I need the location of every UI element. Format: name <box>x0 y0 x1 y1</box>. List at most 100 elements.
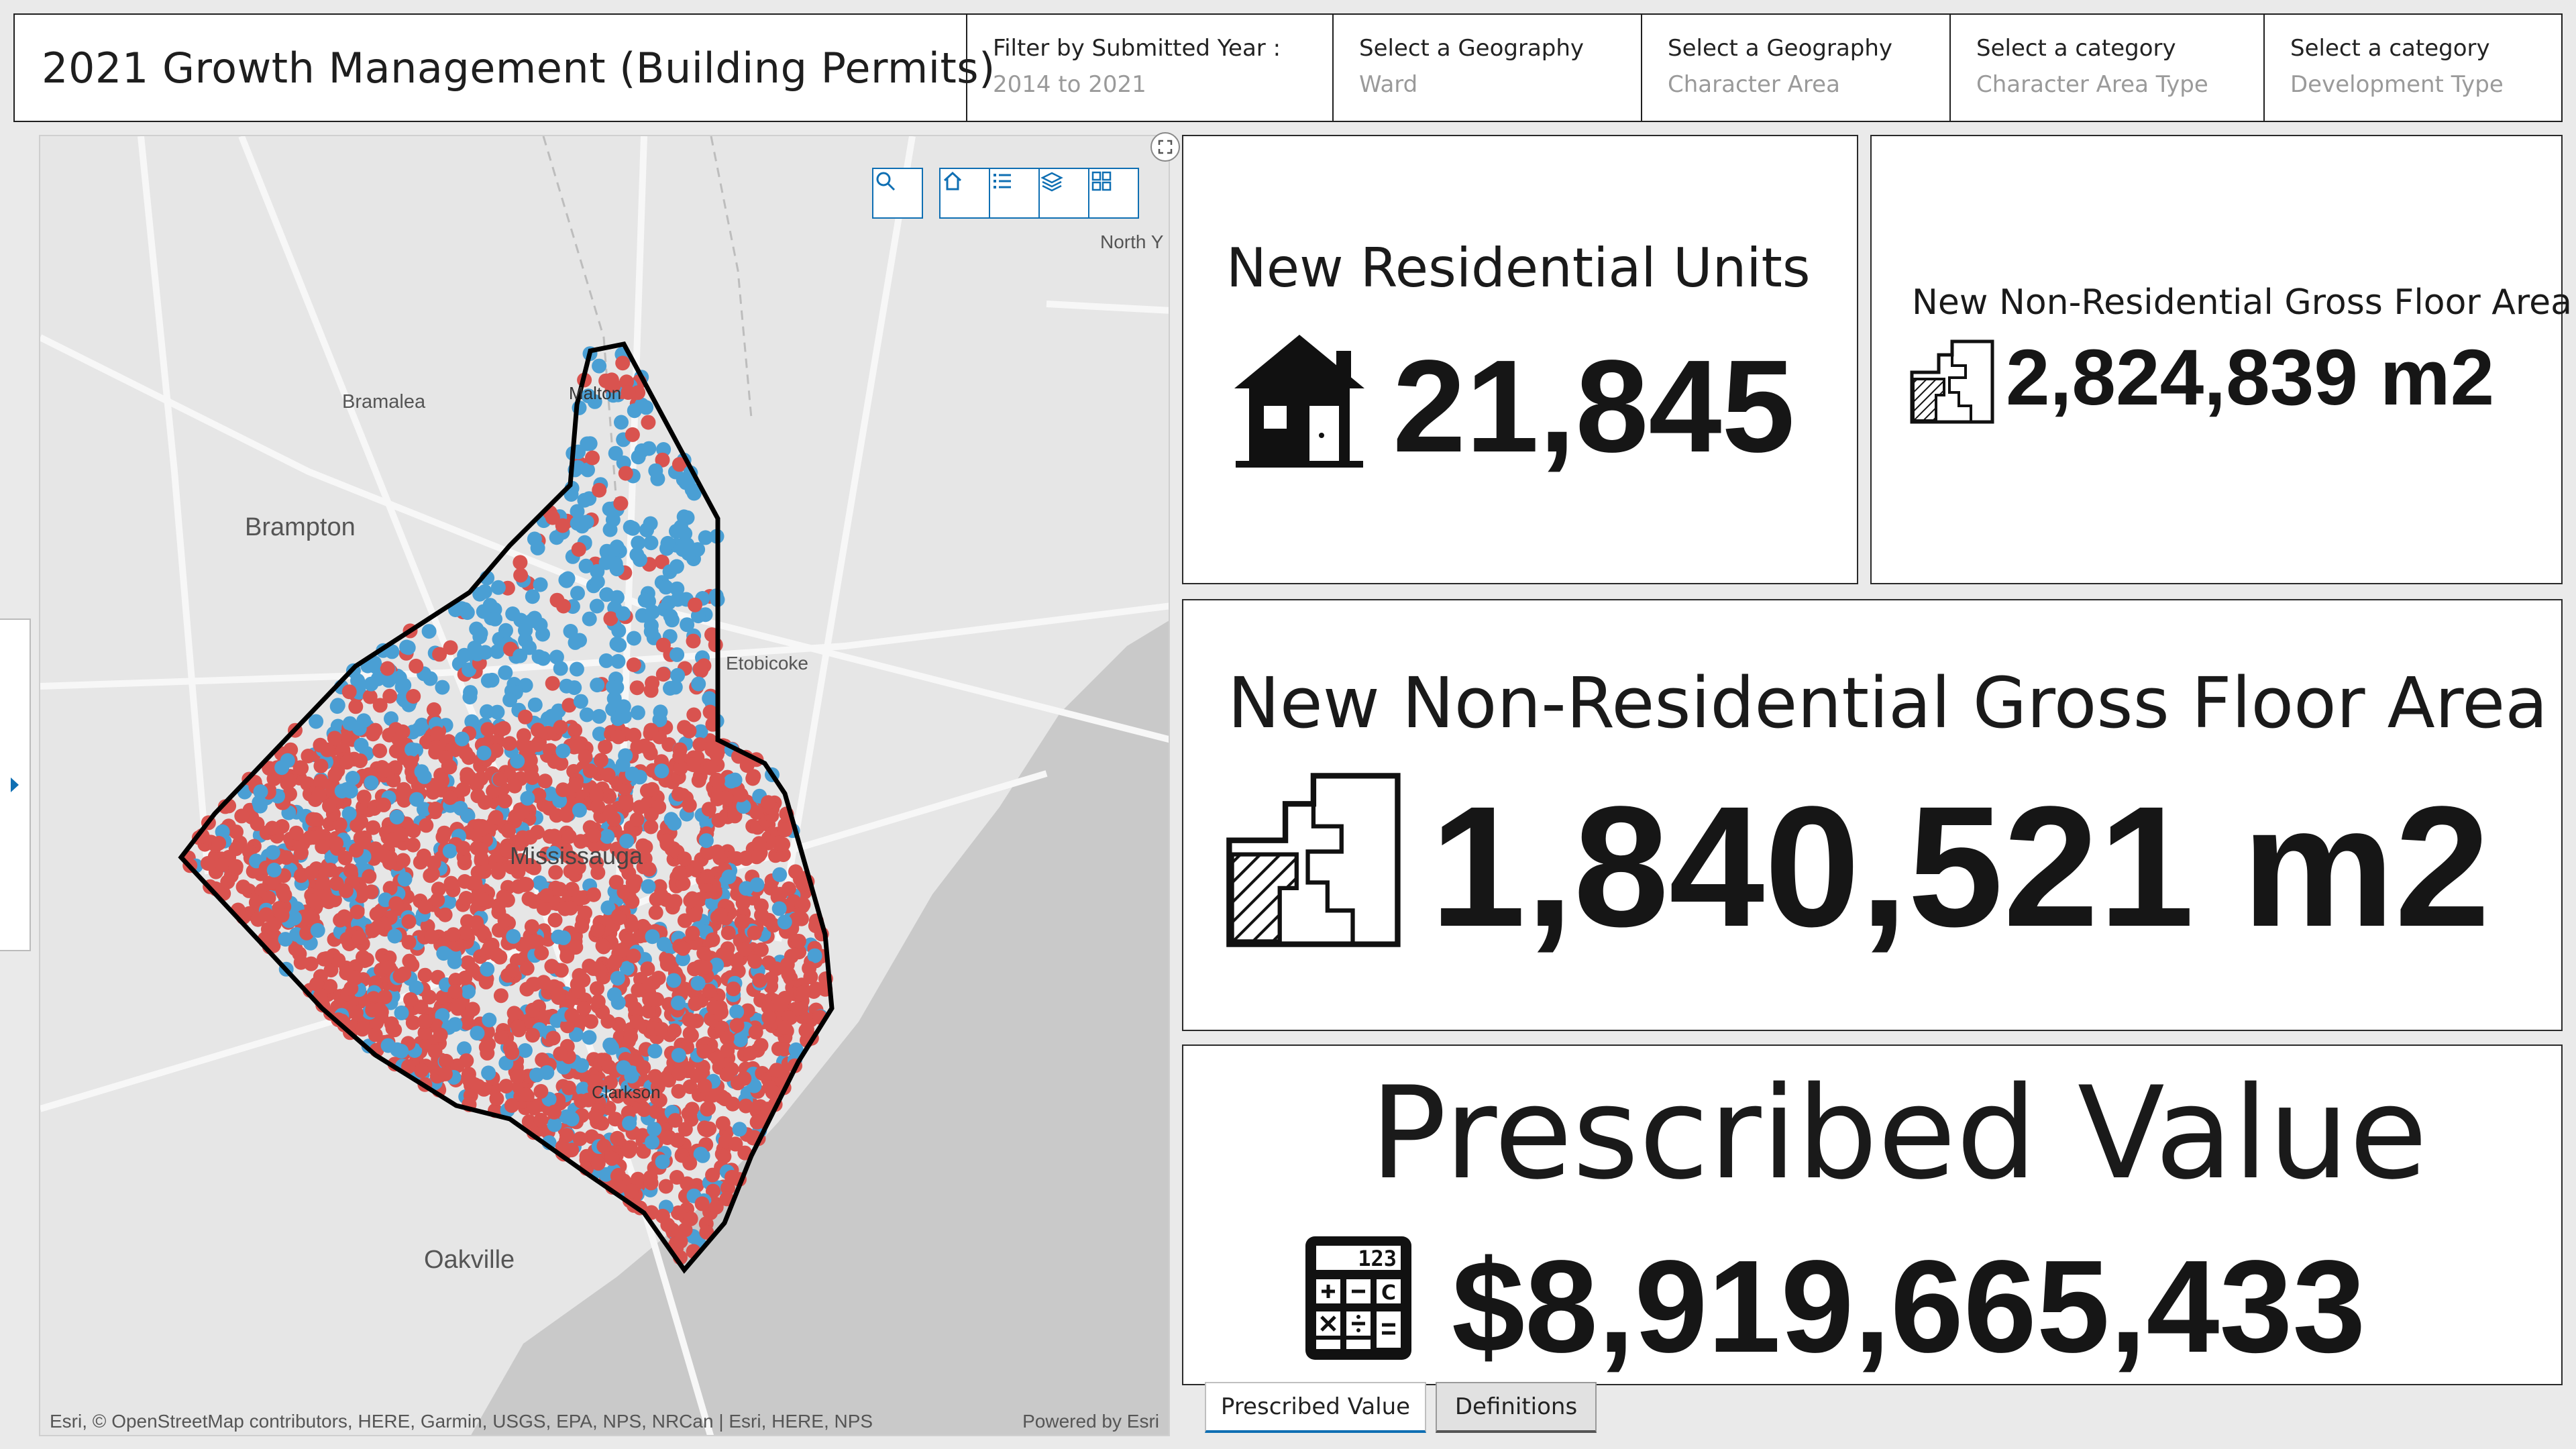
permit-point[interactable] <box>555 518 570 533</box>
permit-point[interactable] <box>402 755 418 771</box>
permit-point[interactable] <box>480 722 496 737</box>
permit-point[interactable] <box>590 922 605 938</box>
permit-point[interactable] <box>681 1106 696 1121</box>
permit-point[interactable] <box>323 979 338 994</box>
permit-point[interactable] <box>761 795 775 810</box>
permit-point[interactable] <box>402 953 417 969</box>
permit-point[interactable] <box>329 836 344 851</box>
permit-point[interactable] <box>686 757 701 773</box>
permit-point[interactable] <box>322 798 337 814</box>
permit-point[interactable] <box>705 932 720 947</box>
permit-point[interactable] <box>700 869 715 884</box>
permit-point[interactable] <box>681 546 696 561</box>
permit-point[interactable] <box>504 1098 519 1113</box>
permit-point[interactable] <box>409 658 424 674</box>
permit-point[interactable] <box>602 804 618 819</box>
permit-point[interactable] <box>457 647 472 663</box>
permit-point[interactable] <box>600 767 616 783</box>
permit-point[interactable] <box>228 859 244 874</box>
permit-point[interactable] <box>378 849 393 864</box>
permit-point[interactable] <box>624 918 639 932</box>
permit-point[interactable] <box>310 923 325 938</box>
permit-point[interactable] <box>453 800 468 816</box>
permit-point[interactable] <box>649 1104 664 1119</box>
permit-point[interactable] <box>611 1179 627 1194</box>
permit-point[interactable] <box>481 1065 496 1081</box>
permit-point[interactable] <box>389 810 405 824</box>
permit-point[interactable] <box>604 1040 619 1055</box>
permit-point[interactable] <box>460 1015 475 1030</box>
permit-point[interactable] <box>531 649 547 664</box>
permit-point[interactable] <box>282 773 297 788</box>
permit-point[interactable] <box>615 356 631 371</box>
permit-point[interactable] <box>426 855 441 871</box>
permit-point[interactable] <box>459 1053 474 1069</box>
permit-point[interactable] <box>630 705 645 720</box>
permit-point[interactable] <box>645 676 660 691</box>
permit-point[interactable] <box>401 914 417 929</box>
permit-point[interactable] <box>724 1169 739 1185</box>
permit-point[interactable] <box>253 784 268 800</box>
permit-point[interactable] <box>645 782 660 797</box>
permit-point[interactable] <box>671 1048 686 1063</box>
permit-point[interactable] <box>547 1117 562 1132</box>
permit-point[interactable] <box>661 1073 676 1088</box>
permit-point[interactable] <box>621 1105 636 1120</box>
permit-point[interactable] <box>602 522 618 537</box>
permit-point[interactable] <box>392 968 408 983</box>
permit-point[interactable] <box>309 976 325 991</box>
permit-point[interactable] <box>568 722 583 738</box>
permit-point[interactable] <box>278 932 293 947</box>
permit-point[interactable] <box>354 888 369 904</box>
permit-point[interactable] <box>688 597 702 612</box>
permit-point[interactable] <box>584 1014 598 1029</box>
permit-point[interactable] <box>701 802 716 817</box>
permit-point[interactable] <box>700 1102 715 1117</box>
permit-point[interactable] <box>609 680 625 695</box>
permit-point[interactable] <box>667 816 682 831</box>
permit-point[interactable] <box>559 808 574 823</box>
permit-point[interactable] <box>598 653 614 668</box>
permit-point[interactable] <box>346 970 362 985</box>
permit-point[interactable] <box>478 974 494 989</box>
permit-point[interactable] <box>428 745 443 760</box>
permit-point[interactable] <box>592 727 607 741</box>
permit-point[interactable] <box>356 790 372 805</box>
permit-point[interactable] <box>627 631 641 646</box>
search-button[interactable] <box>872 168 923 219</box>
permit-point[interactable] <box>450 1001 466 1016</box>
permit-point[interactable] <box>311 786 327 802</box>
permit-point[interactable] <box>429 726 445 741</box>
permit-point[interactable] <box>687 908 702 923</box>
permit-point[interactable] <box>638 839 653 855</box>
permit-point[interactable] <box>684 1028 699 1043</box>
permit-point[interactable] <box>473 626 488 641</box>
permit-point[interactable] <box>570 586 585 601</box>
permit-point[interactable] <box>720 925 736 941</box>
permit-point[interactable] <box>447 984 463 1000</box>
permit-point[interactable] <box>547 1104 561 1120</box>
tab-prescribed-value[interactable]: Prescribed Value <box>1205 1382 1426 1433</box>
permit-point[interactable] <box>369 1015 384 1030</box>
permit-point[interactable] <box>519 961 535 976</box>
permit-point[interactable] <box>754 908 769 923</box>
permit-point[interactable] <box>621 1143 637 1159</box>
permit-point[interactable] <box>682 1155 698 1171</box>
permit-point[interactable] <box>500 823 516 839</box>
permit-point[interactable] <box>576 1001 592 1016</box>
permit-point[interactable] <box>659 833 674 849</box>
permit-point[interactable] <box>552 881 568 897</box>
permit-point[interactable] <box>510 1069 525 1085</box>
permit-point[interactable] <box>506 1006 522 1021</box>
permit-point[interactable] <box>618 795 633 810</box>
permit-point[interactable] <box>589 598 604 614</box>
permit-point[interactable] <box>395 724 411 739</box>
permit-point[interactable] <box>519 1087 534 1102</box>
permit-point[interactable] <box>669 581 685 596</box>
permit-point[interactable] <box>586 828 602 843</box>
permit-point[interactable] <box>492 949 508 965</box>
permit-point[interactable] <box>438 1053 453 1069</box>
permit-point[interactable] <box>553 963 569 978</box>
permit-point[interactable] <box>571 542 586 557</box>
permit-point[interactable] <box>680 617 695 633</box>
